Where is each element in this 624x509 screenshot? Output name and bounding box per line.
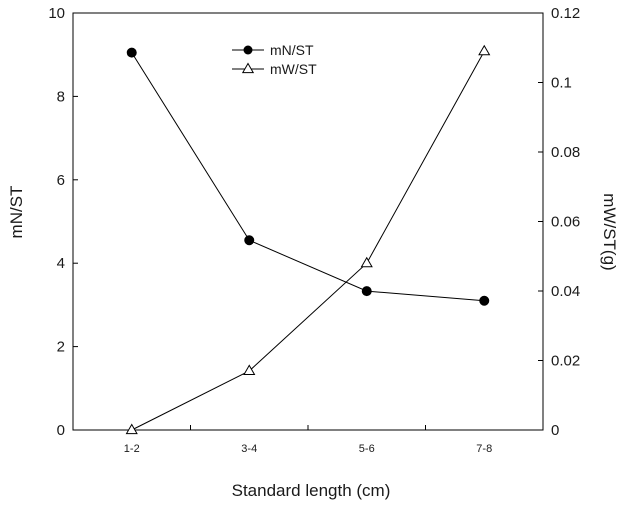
left-y-tick-label: 10 — [48, 5, 65, 22]
legend: mN/ST mW/ST — [232, 42, 317, 77]
legend-label: mN/ST — [270, 42, 314, 58]
right-y-tick-label: 0.08 — [551, 144, 580, 161]
data-point — [125, 423, 138, 435]
data-point — [361, 286, 372, 297]
x-tick-label: 1-2 — [124, 443, 140, 455]
data-point — [479, 295, 490, 306]
series-line-mw-st — [131, 50, 485, 431]
right-y-axis-title: mW/ST(g) — [600, 193, 619, 270]
x-tick-label: 7-8 — [476, 443, 492, 455]
data-point — [126, 47, 137, 58]
left-y-axis-title: mN/ST — [7, 186, 26, 239]
left-y-tick-label: 4 — [57, 255, 65, 272]
x-axis-title: Standard length (cm) — [232, 481, 391, 500]
data-point — [243, 364, 256, 375]
right-y-tick-label: 0.12 — [551, 5, 580, 22]
series-layer — [125, 44, 491, 435]
x-tick-label: 3-4 — [241, 443, 257, 455]
left-y-tick-label: 8 — [57, 88, 65, 105]
right-y-tick-label: 0.06 — [551, 214, 580, 231]
data-point — [360, 256, 373, 268]
left-y-tick-label: 2 — [57, 339, 65, 356]
right-y-tick-label: 0 — [551, 422, 559, 439]
left-y-tick-label: 6 — [57, 172, 65, 189]
left-y-axis-ticks: 0 2 4 6 8 10 — [48, 5, 78, 439]
series-line-mn-st — [131, 52, 485, 302]
right-y-tick-label: 0.1 — [551, 75, 572, 92]
right-y-tick-label: 0.02 — [551, 353, 580, 370]
data-point — [244, 235, 255, 246]
data-point — [478, 44, 491, 56]
legend-label: mW/ST — [270, 61, 317, 77]
legend-marker — [241, 62, 255, 74]
right-y-tick-label: 0.04 — [551, 283, 580, 300]
left-y-tick-label: 0 — [57, 422, 65, 439]
x-axis-ticks: 1-2 3-4 5-6 7-8 — [124, 425, 492, 455]
right-y-axis-ticks: 0 0.02 0.04 0.06 0.08 0.1 0.12 — [538, 5, 580, 439]
x-tick-label: 5-6 — [359, 443, 375, 455]
legend-marker — [243, 45, 253, 55]
